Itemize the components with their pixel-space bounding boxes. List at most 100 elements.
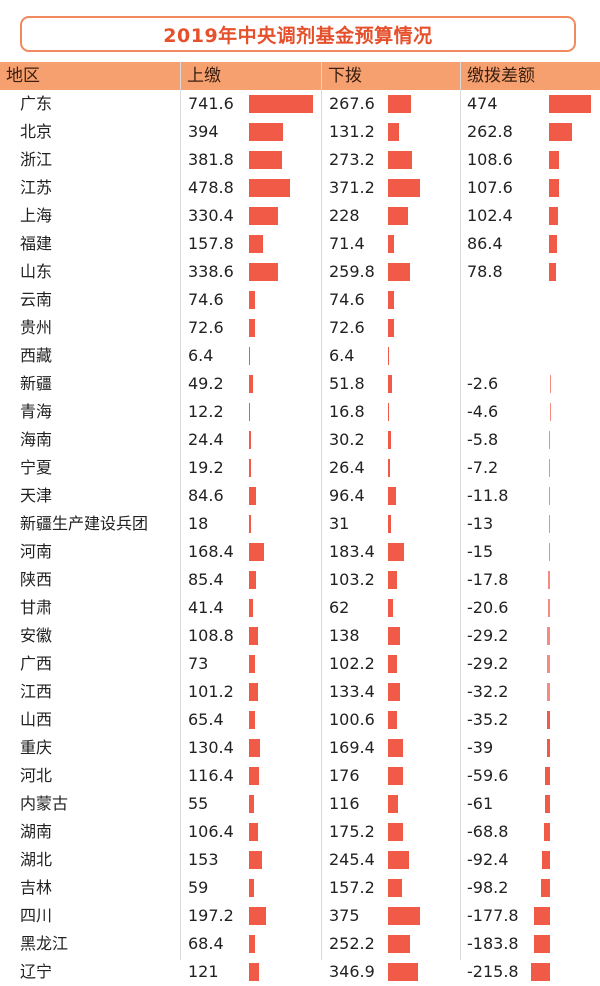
receive-value: 175.2 (329, 822, 375, 841)
column-divider (321, 62, 322, 960)
pay-bar (249, 907, 267, 925)
diff-value: -215.8 (467, 962, 519, 981)
region-label: 西藏 (20, 346, 53, 365)
pay-value: 106.4 (188, 822, 234, 841)
pay-bar (249, 823, 259, 841)
table-row: 陕西 85.4 103.2 -17.8 (0, 566, 600, 594)
diff-value: -2.6 (467, 374, 499, 393)
diff-value: -7.2 (467, 458, 499, 477)
pay-value: 84.6 (188, 486, 224, 505)
table-row: 河南 168.4 183.4 -15 (0, 538, 600, 566)
header-pay: 上缴 (187, 66, 221, 86)
receive-value: 245.4 (329, 850, 375, 869)
pay-bar (249, 207, 278, 225)
diff-bar (549, 375, 551, 393)
diff-bar (549, 459, 551, 477)
table-row: 重庆 130.4 169.4 -39 (0, 734, 600, 762)
pay-value: 101.2 (188, 682, 234, 701)
diff-value: -29.2 (467, 626, 509, 645)
pay-bar (249, 95, 313, 113)
table-header: 地区 上缴 下拨 缴拨差额 (0, 62, 600, 90)
diff-bar (549, 263, 556, 281)
region-label: 辽宁 (20, 962, 53, 981)
region-label: 云南 (20, 290, 53, 309)
pay-value: 116.4 (188, 766, 234, 785)
region-label: 四川 (20, 906, 53, 925)
diff-value: -39 (467, 738, 494, 757)
receive-value: 6.4 (329, 346, 355, 365)
receive-value: 375 (329, 906, 360, 925)
table-row: 广西 73 102.2 -29.2 (0, 650, 600, 678)
table-row: 湖南 106.4 175.2 -68.8 (0, 818, 600, 846)
table-row: 海南 24.4 30.2 -5.8 (0, 426, 600, 454)
table-row: 新疆生产建设兵团 18 31 -13 (0, 510, 600, 538)
table-row: 新疆 49.2 51.8 -2.6 (0, 370, 600, 398)
pay-value: 18 (188, 514, 209, 533)
pay-value: 6.4 (188, 346, 214, 365)
receive-bar (388, 263, 411, 281)
diff-value: -32.2 (467, 682, 509, 701)
receive-value: 30.2 (329, 430, 365, 449)
receive-value: 346.9 (329, 962, 375, 981)
chart-title: 2019年中央调剂基金预算情况 (20, 16, 576, 52)
receive-bar (388, 683, 400, 701)
diff-bar (546, 739, 550, 757)
table-row: 湖北 153 245.4 -92.4 (0, 846, 600, 874)
pay-bar (249, 403, 251, 421)
diff-value: 262.8 (467, 122, 513, 141)
diff-bar (541, 879, 550, 897)
receive-bar (388, 403, 390, 421)
diff-bar (547, 683, 550, 701)
diff-value: -17.8 (467, 570, 509, 589)
region-label: 北京 (20, 122, 53, 141)
diff-value: -15 (467, 542, 494, 561)
receive-value: 116 (329, 794, 360, 813)
receive-value: 267.6 (329, 94, 375, 113)
pay-value: 19.2 (188, 458, 224, 477)
diff-bar (548, 515, 550, 533)
pay-bar (249, 263, 279, 281)
table-row: 辽宁 121 346.9 -215.8 (0, 958, 600, 986)
table-row: 山西 65.4 100.6 -35.2 (0, 706, 600, 734)
receive-value: 133.4 (329, 682, 375, 701)
table-row: 吉林 59 157.2 -98.2 (0, 874, 600, 902)
pay-value: 741.6 (188, 94, 234, 113)
table-row: 北京 394 131.2 262.8 (0, 118, 600, 146)
diff-bar (548, 487, 550, 505)
table-row: 江西 101.2 133.4 -32.2 (0, 678, 600, 706)
receive-bar (388, 739, 403, 757)
receive-value: 252.2 (329, 934, 375, 953)
diff-bar (548, 543, 550, 561)
pay-value: 108.8 (188, 626, 234, 645)
pay-value: 55 (188, 794, 209, 813)
receive-value: 74.6 (329, 290, 365, 309)
receive-bar (388, 711, 397, 729)
pay-bar (249, 319, 256, 337)
receive-value: 259.8 (329, 262, 375, 281)
pay-value: 338.6 (188, 262, 234, 281)
diff-bar (547, 655, 550, 673)
diff-value: -59.6 (467, 766, 509, 785)
receive-bar (388, 151, 412, 169)
diff-value: 474 (467, 94, 498, 113)
region-label: 河南 (20, 542, 53, 561)
receive-value: 157.2 (329, 878, 375, 897)
pay-bar (249, 179, 291, 197)
receive-bar (388, 375, 393, 393)
pay-bar (249, 347, 250, 365)
diff-bar (549, 123, 573, 141)
diff-value: -98.2 (467, 878, 509, 897)
pay-bar (249, 431, 252, 449)
diff-bar (549, 207, 559, 225)
table-row: 广东 741.6 267.6 474 (0, 90, 600, 118)
diff-value: -35.2 (467, 710, 509, 729)
table-row: 宁夏 19.2 26.4 -7.2 (0, 454, 600, 482)
region-label: 贵州 (20, 318, 53, 337)
region-label: 新疆生产建设兵团 (20, 514, 149, 533)
receive-value: 131.2 (329, 122, 375, 141)
diff-bar (549, 403, 551, 421)
diff-value: 78.8 (467, 262, 503, 281)
diff-bar (534, 907, 550, 925)
region-label: 江西 (20, 682, 53, 701)
region-label: 新疆 (20, 374, 53, 393)
